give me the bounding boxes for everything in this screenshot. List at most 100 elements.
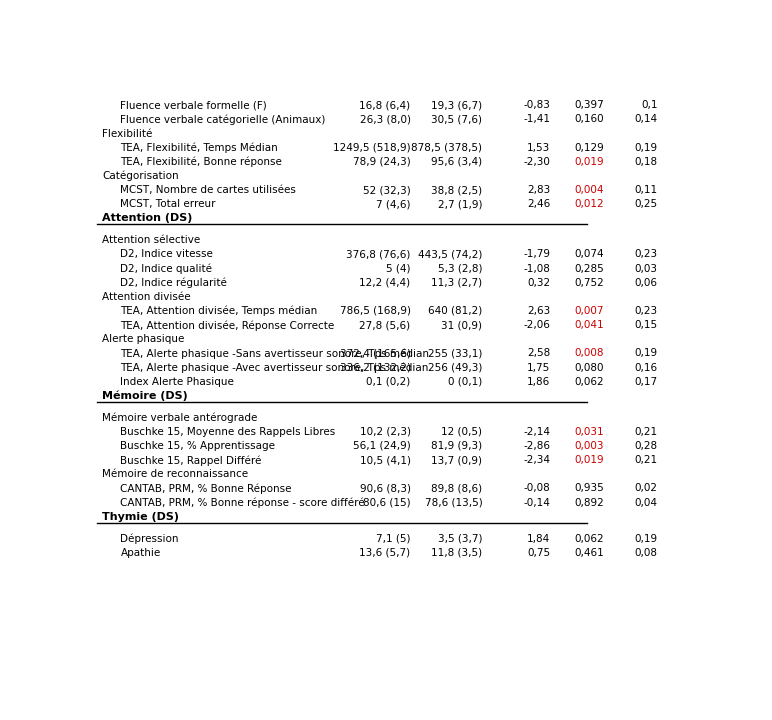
- Text: 89,8 (8,6): 89,8 (8,6): [432, 483, 482, 493]
- Text: 0,21: 0,21: [635, 427, 658, 437]
- Text: 0,461: 0,461: [574, 548, 604, 558]
- Text: Attention (DS): Attention (DS): [103, 213, 193, 223]
- Text: 0,892: 0,892: [574, 498, 604, 508]
- Text: 0,1 (0,2): 0,1 (0,2): [367, 377, 411, 387]
- Text: -2,34: -2,34: [523, 455, 550, 465]
- Text: Mémoire verbale antérograde: Mémoire verbale antérograde: [103, 413, 258, 423]
- Text: 10,2 (2,3): 10,2 (2,3): [360, 427, 411, 437]
- Text: 0,04: 0,04: [635, 498, 658, 508]
- Text: 0,16: 0,16: [635, 362, 658, 372]
- Text: Index Alerte Phasique: Index Alerte Phasique: [120, 377, 235, 387]
- Text: 0,935: 0,935: [574, 483, 604, 493]
- Text: 78,9 (24,3): 78,9 (24,3): [353, 157, 411, 167]
- Text: 0,17: 0,17: [635, 377, 658, 387]
- Text: 0,062: 0,062: [574, 377, 604, 387]
- Text: 10,5 (4,1): 10,5 (4,1): [360, 455, 411, 465]
- Text: -2,14: -2,14: [523, 427, 550, 437]
- Text: Buschke 15, Moyenne des Rappels Libres: Buschke 15, Moyenne des Rappels Libres: [120, 427, 336, 437]
- Text: 0,031: 0,031: [574, 427, 604, 437]
- Text: -2,06: -2,06: [523, 320, 550, 330]
- Text: Alerte phasique: Alerte phasique: [103, 334, 185, 344]
- Text: D2, Indice régularité: D2, Indice régularité: [120, 278, 227, 288]
- Text: 0,75: 0,75: [527, 548, 550, 558]
- Text: Thymie (DS): Thymie (DS): [103, 512, 179, 522]
- Text: -2,86: -2,86: [523, 441, 550, 451]
- Text: 78,6 (13,5): 78,6 (13,5): [425, 498, 482, 508]
- Text: 2,58: 2,58: [527, 348, 550, 359]
- Text: 0,752: 0,752: [574, 278, 604, 288]
- Text: 0,18: 0,18: [635, 157, 658, 167]
- Text: Mémoire (DS): Mémoire (DS): [103, 391, 188, 401]
- Text: 443,5 (74,2): 443,5 (74,2): [418, 249, 482, 259]
- Text: 640 (81,2): 640 (81,2): [428, 306, 482, 316]
- Text: -1,08: -1,08: [523, 264, 550, 274]
- Text: 0,004: 0,004: [574, 185, 604, 195]
- Text: -0,14: -0,14: [523, 498, 550, 508]
- Text: 0,019: 0,019: [574, 157, 604, 167]
- Text: 0,003: 0,003: [574, 441, 604, 451]
- Text: 255 (33,1): 255 (33,1): [428, 348, 482, 359]
- Text: 0,007: 0,007: [574, 306, 604, 316]
- Text: 16,8 (6,4): 16,8 (6,4): [360, 100, 411, 110]
- Text: -0,08: -0,08: [523, 483, 550, 493]
- Text: 878,5 (378,5): 878,5 (378,5): [411, 143, 482, 153]
- Text: Flexibilité: Flexibilité: [103, 129, 153, 138]
- Text: 52 (32,3): 52 (32,3): [363, 185, 411, 195]
- Text: 0,14: 0,14: [635, 114, 658, 125]
- Text: 5 (4): 5 (4): [386, 264, 411, 274]
- Text: Catégorisation: Catégorisation: [103, 171, 179, 181]
- Text: 12 (0,5): 12 (0,5): [442, 427, 482, 437]
- Text: MCST, Nombre de cartes utilisées: MCST, Nombre de cartes utilisées: [120, 185, 296, 195]
- Text: 27,8 (5,6): 27,8 (5,6): [360, 320, 411, 330]
- Text: 0,080: 0,080: [574, 362, 604, 372]
- Text: 0 (0,1): 0 (0,1): [449, 377, 482, 387]
- Text: 7,1 (5): 7,1 (5): [376, 534, 411, 544]
- Text: 0,074: 0,074: [574, 249, 604, 259]
- Text: 30,5 (7,6): 30,5 (7,6): [432, 114, 482, 125]
- Text: 0,23: 0,23: [635, 249, 658, 259]
- Text: 5,3 (2,8): 5,3 (2,8): [438, 264, 482, 274]
- Text: 38,8 (2,5): 38,8 (2,5): [432, 185, 482, 195]
- Text: CANTAB, PRM, % Bonne réponse - score différé: CANTAB, PRM, % Bonne réponse - score dif…: [120, 498, 365, 508]
- Text: -2,30: -2,30: [523, 157, 550, 167]
- Text: TEA, Attention divisée, Temps médian: TEA, Attention divisée, Temps médian: [120, 306, 318, 317]
- Text: 0,062: 0,062: [574, 534, 604, 544]
- Text: 0,15: 0,15: [635, 320, 658, 330]
- Text: 0,012: 0,012: [574, 199, 604, 210]
- Text: D2, Indice qualité: D2, Indice qualité: [120, 264, 212, 274]
- Text: TEA, Alerte phasique -Sans avertisseur sonore, Tps médian: TEA, Alerte phasique -Sans avertisseur s…: [120, 348, 429, 359]
- Text: 1,86: 1,86: [527, 377, 550, 387]
- Text: 0,03: 0,03: [635, 264, 658, 274]
- Text: 0,1: 0,1: [642, 100, 658, 110]
- Text: 0,008: 0,008: [574, 348, 604, 359]
- Text: 11,3 (2,7): 11,3 (2,7): [432, 278, 482, 288]
- Text: TEA, Alerte phasique -Avec avertisseur sonore, Tps médian: TEA, Alerte phasique -Avec avertisseur s…: [120, 362, 428, 373]
- Text: Fluence verbale formelle (F): Fluence verbale formelle (F): [120, 100, 267, 110]
- Text: 2,7 (1,9): 2,7 (1,9): [438, 199, 482, 210]
- Text: 0,19: 0,19: [635, 534, 658, 544]
- Text: 1,75: 1,75: [527, 362, 550, 372]
- Text: Attention sélective: Attention sélective: [103, 235, 201, 246]
- Text: 95,6 (3,4): 95,6 (3,4): [432, 157, 482, 167]
- Text: 3,5 (3,7): 3,5 (3,7): [438, 534, 482, 544]
- Text: 786,5 (168,9): 786,5 (168,9): [340, 306, 411, 316]
- Text: 372,4 (165,6): 372,4 (165,6): [340, 348, 411, 359]
- Text: 1249,5 (518,9): 1249,5 (518,9): [333, 143, 411, 153]
- Text: 2,83: 2,83: [527, 185, 550, 195]
- Text: 0,25: 0,25: [635, 199, 658, 210]
- Text: 0,06: 0,06: [635, 278, 658, 288]
- Text: 0,28: 0,28: [635, 441, 658, 451]
- Text: 0,21: 0,21: [635, 455, 658, 465]
- Text: Attention divisée: Attention divisée: [103, 292, 191, 302]
- Text: 31 (0,9): 31 (0,9): [442, 320, 482, 330]
- Text: 0,02: 0,02: [635, 483, 658, 493]
- Text: 0,397: 0,397: [574, 100, 604, 110]
- Text: D2, Indice vitesse: D2, Indice vitesse: [120, 249, 213, 259]
- Text: 7 (4,6): 7 (4,6): [376, 199, 411, 210]
- Text: 256 (49,3): 256 (49,3): [428, 362, 482, 372]
- Text: 0,285: 0,285: [574, 264, 604, 274]
- Text: 0,11: 0,11: [635, 185, 658, 195]
- Text: 13,7 (0,9): 13,7 (0,9): [432, 455, 482, 465]
- Text: 2,63: 2,63: [527, 306, 550, 316]
- Text: Apathie: Apathie: [120, 548, 161, 558]
